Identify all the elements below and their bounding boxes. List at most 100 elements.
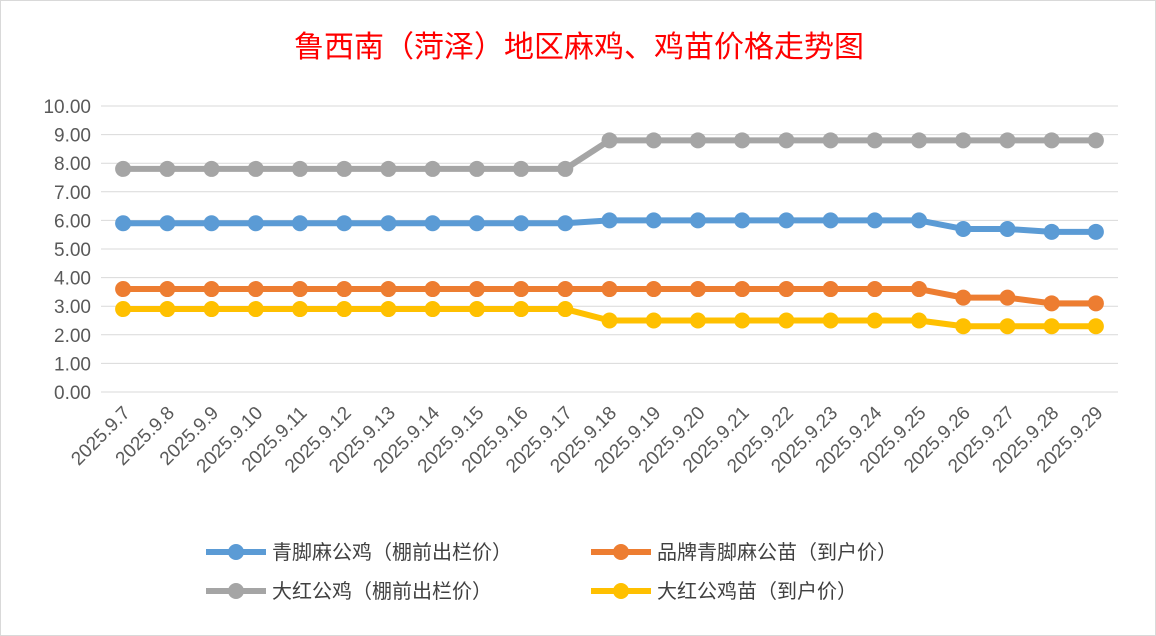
legend-item: 大红公鸡（棚前出栏价） — [206, 579, 492, 603]
data-point — [380, 301, 397, 318]
data-point — [203, 281, 220, 298]
data-point — [866, 132, 883, 149]
legend-marker — [228, 583, 244, 599]
series-青脚麻公鸡（棚前出栏价） — [115, 212, 1104, 240]
data-point — [955, 132, 972, 149]
data-point — [291, 301, 308, 318]
chart-title: 鲁西南（菏泽）地区麻鸡、鸡苗价格走势图 — [294, 30, 864, 65]
data-point — [513, 160, 530, 177]
data-point — [336, 160, 353, 177]
data-point — [557, 301, 574, 318]
data-point — [380, 215, 397, 232]
data-point — [955, 220, 972, 237]
data-point — [822, 212, 839, 229]
data-point — [424, 301, 441, 318]
legend-marker — [613, 544, 629, 560]
data-point — [1043, 223, 1060, 240]
data-point — [866, 312, 883, 329]
data-point — [468, 160, 485, 177]
legend-label: 大红公鸡苗（到户价） — [657, 579, 857, 603]
data-point — [601, 132, 618, 149]
data-point — [689, 212, 706, 229]
data-point — [822, 312, 839, 329]
data-point — [734, 312, 751, 329]
data-point — [247, 160, 264, 177]
data-point — [778, 312, 795, 329]
y-tick-label: 1.00 — [54, 354, 91, 375]
data-point — [734, 212, 751, 229]
y-tick-label: 8.00 — [54, 154, 91, 175]
data-point — [380, 281, 397, 298]
data-point — [513, 281, 530, 298]
y-tick-label: 7.00 — [54, 183, 91, 204]
data-point — [247, 301, 264, 318]
legend-label: 青脚麻公鸡（棚前出栏价） — [272, 540, 512, 564]
data-point — [557, 160, 574, 177]
data-point — [689, 132, 706, 149]
data-point — [159, 160, 176, 177]
data-point — [1043, 132, 1060, 149]
data-point — [336, 301, 353, 318]
data-point — [336, 215, 353, 232]
data-point — [291, 281, 308, 298]
data-point — [159, 281, 176, 298]
data-point — [557, 281, 574, 298]
data-point — [645, 312, 662, 329]
data-point — [911, 212, 928, 229]
data-point — [778, 281, 795, 298]
data-point — [911, 312, 928, 329]
data-point — [999, 132, 1016, 149]
data-point — [513, 301, 530, 318]
data-point — [778, 132, 795, 149]
data-point — [115, 281, 132, 298]
data-point — [203, 215, 220, 232]
data-point — [291, 215, 308, 232]
data-point — [645, 212, 662, 229]
data-point — [468, 281, 485, 298]
data-point — [424, 281, 441, 298]
data-point — [336, 281, 353, 298]
data-point — [955, 318, 972, 335]
data-point — [115, 215, 132, 232]
legend-marker — [228, 544, 244, 560]
data-point — [866, 281, 883, 298]
data-point — [645, 281, 662, 298]
data-point — [911, 281, 928, 298]
data-point — [734, 132, 751, 149]
data-point — [203, 301, 220, 318]
data-point — [1087, 223, 1104, 240]
data-point — [1043, 318, 1060, 335]
data-point — [115, 301, 132, 318]
data-point — [866, 212, 883, 229]
legend-label: 品牌青脚麻公苗（到户价） — [657, 540, 897, 564]
data-point — [822, 281, 839, 298]
data-point — [159, 301, 176, 318]
y-tick-label: 9.00 — [54, 126, 91, 147]
legend-marker — [613, 583, 629, 599]
data-point — [203, 160, 220, 177]
y-tick-label: 10.00 — [43, 97, 91, 118]
data-point — [1087, 132, 1104, 149]
data-point — [645, 132, 662, 149]
data-point — [557, 215, 574, 232]
y-tick-label: 0.00 — [54, 383, 91, 404]
data-point — [999, 318, 1016, 335]
data-point — [999, 220, 1016, 237]
data-point — [822, 132, 839, 149]
data-point — [380, 160, 397, 177]
data-point — [955, 289, 972, 306]
data-point — [1087, 295, 1104, 312]
data-point — [468, 301, 485, 318]
data-point — [424, 160, 441, 177]
y-tick-label: 2.00 — [54, 326, 91, 347]
data-point — [115, 160, 132, 177]
data-point — [424, 215, 441, 232]
data-point — [689, 312, 706, 329]
data-point — [247, 281, 264, 298]
data-point — [689, 281, 706, 298]
data-point — [911, 132, 928, 149]
y-tick-label: 3.00 — [54, 297, 91, 318]
series-大红公鸡（棚前出栏价） — [115, 132, 1104, 177]
y-tick-label: 4.00 — [54, 269, 91, 290]
